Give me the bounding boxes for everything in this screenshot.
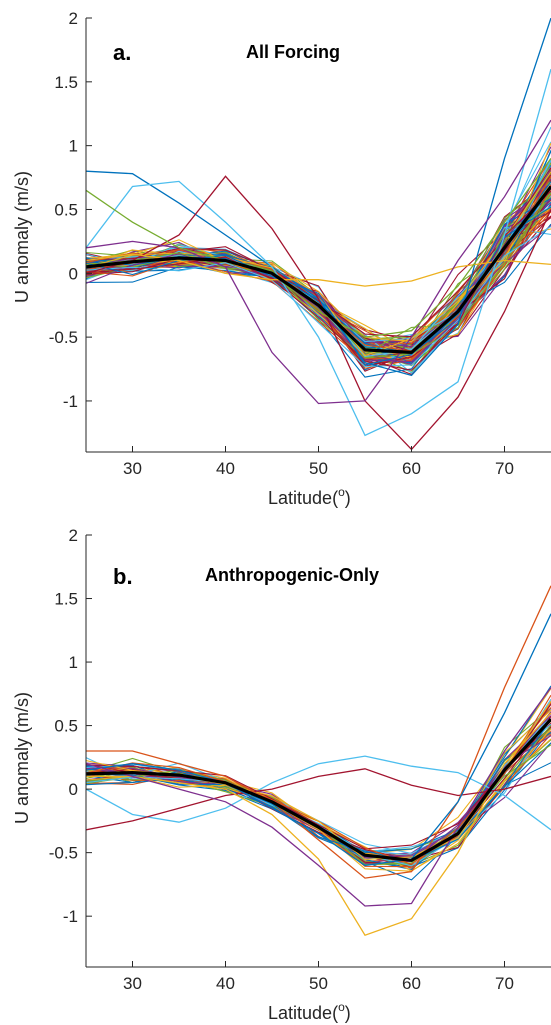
y-tick-label: 1.5 xyxy=(54,73,78,92)
panel-a: -1 -0.5 0 0.5 1 1.5 2 30 40 50 60 70 a. All Forcing… xyxy=(12,9,551,508)
y-tick-label: 0 xyxy=(69,780,78,799)
ensemble-mean-line xyxy=(86,718,551,862)
ensemble-member-line xyxy=(86,68,551,437)
x-axis-label-a: Latitude(o) xyxy=(268,485,351,508)
panel-label-a: a. xyxy=(113,40,131,65)
y-tick-label: -0.5 xyxy=(49,844,78,863)
panel-title-a: All Forcing xyxy=(246,42,340,62)
x-tick-label: 60 xyxy=(402,974,421,993)
panel-title-b: Anthropogenic-Only xyxy=(205,565,379,585)
y-tick-label: -0.5 xyxy=(49,328,78,347)
x-tick-label: 30 xyxy=(123,974,142,993)
x-axis-label-text-b: Latitude xyxy=(268,1003,332,1023)
panel-b: -1 -0.5 0 0.5 1 1.5 2 30 40 50 60 70 b. Anthropogen… xyxy=(12,526,551,1023)
y-tick-label: -1 xyxy=(63,392,78,411)
x-tick-label: 30 xyxy=(123,459,142,478)
ensemble-member-line xyxy=(86,119,551,405)
ensemble-member-line xyxy=(86,175,551,451)
x-tick-label: 60 xyxy=(402,459,421,478)
ensemble-member-line xyxy=(86,142,551,343)
y-axis-label-b: U anomaly (m/s) xyxy=(12,692,32,824)
y-tick-label: 1 xyxy=(69,653,78,672)
y-tick-label: 0.5 xyxy=(54,717,78,736)
x-tick-label: 40 xyxy=(216,974,235,993)
x-tick-label: 70 xyxy=(495,974,514,993)
ensemble-member-line xyxy=(86,712,551,936)
y-axis-label-a: U anomaly (m/s) xyxy=(12,171,32,303)
y-tick-label: 0 xyxy=(69,264,78,283)
x-axis-label-text-a: Latitude xyxy=(268,488,332,508)
ensemble-member-line xyxy=(86,738,551,872)
ensemble-member-line xyxy=(86,207,551,359)
ensemble-member-line xyxy=(86,742,551,861)
x-tick-label: 70 xyxy=(495,459,514,478)
ensemble-member-line xyxy=(86,687,551,907)
y-tick-label: -1 xyxy=(63,907,78,926)
x-tick-label: 40 xyxy=(216,459,235,478)
ensemble-member-line xyxy=(86,158,551,338)
ensemble-lines xyxy=(86,585,551,936)
y-tick-label: 1 xyxy=(69,137,78,156)
y-tick-label: 1.5 xyxy=(54,590,78,609)
x-tick-label: 50 xyxy=(309,974,328,993)
ensemble-member-line xyxy=(86,768,551,831)
x-axis-label-b: Latitude(o) xyxy=(268,1000,351,1023)
y-tick-label: 2 xyxy=(69,526,78,545)
ensemble-member-line xyxy=(86,226,551,367)
plot-area-a: -1 -0.5 0 0.5 1 1.5 2 30 40 50 60 70 xyxy=(49,9,551,478)
plot-area-b: -1 -0.5 0 0.5 1 1.5 2 30 40 50 60 70 xyxy=(49,526,551,993)
ensemble-mean-line xyxy=(86,185,551,354)
x-axis-label-superscript-a: o xyxy=(338,485,345,499)
panel-label-b: b. xyxy=(113,564,133,589)
x-tick-label: 50 xyxy=(309,459,328,478)
y-tick-label: 2 xyxy=(69,9,78,28)
ensemble-member-line xyxy=(86,585,551,879)
ensemble-member-line xyxy=(86,718,551,862)
ensemble-lines xyxy=(86,18,551,451)
ensemble-member-line xyxy=(86,703,551,850)
y-tick-label: 0.5 xyxy=(54,200,78,219)
ensemble-member-line xyxy=(86,755,551,831)
ensemble-member-line xyxy=(86,613,551,867)
x-axis-label-superscript-b: o xyxy=(338,1000,345,1014)
ensemble-member-line xyxy=(86,167,551,338)
ensemble-member-line xyxy=(86,718,551,852)
